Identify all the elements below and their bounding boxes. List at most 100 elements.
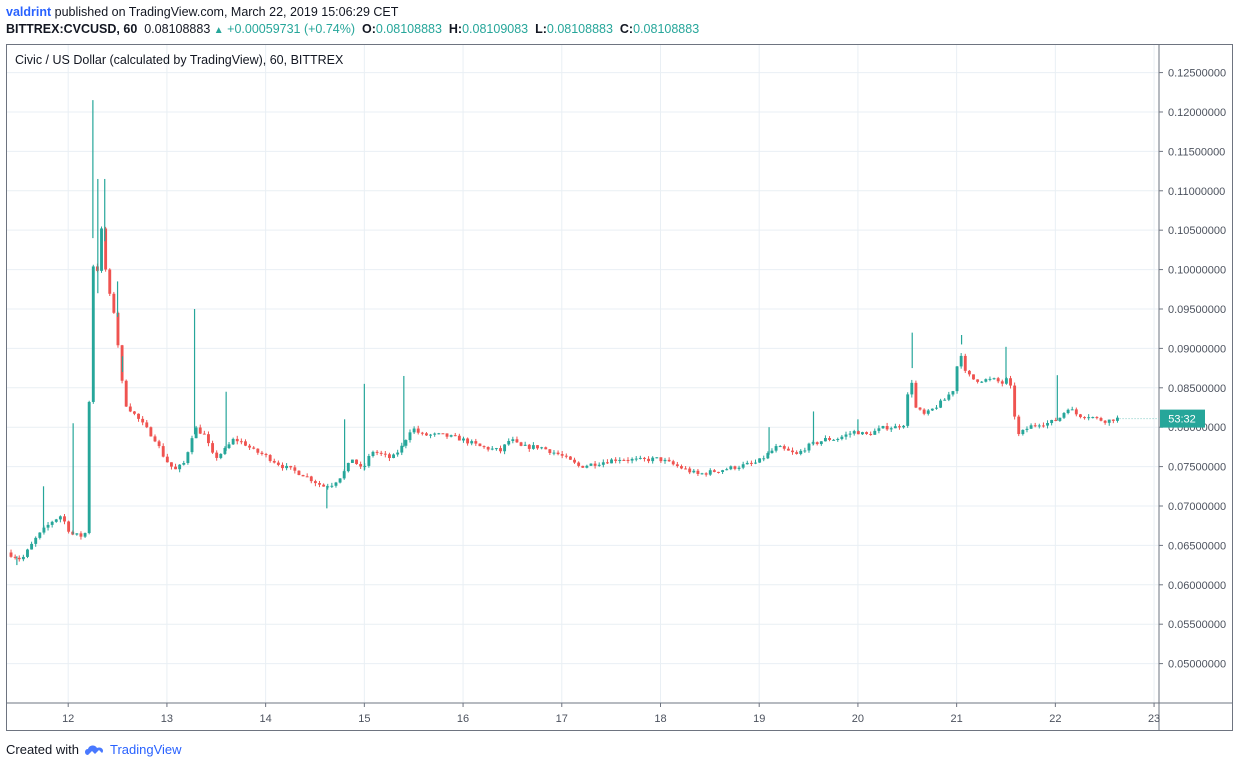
y-tick-label: 0.12000000: [1168, 107, 1226, 119]
candle-body: [511, 439, 515, 441]
candle-body: [807, 443, 811, 451]
candle-body: [568, 456, 572, 460]
candle-body: [342, 471, 346, 479]
candle-body: [54, 519, 58, 522]
candle-body: [1033, 425, 1037, 427]
candle-body: [141, 418, 145, 423]
candle-body: [486, 447, 490, 450]
candle-body: [980, 381, 984, 383]
candle-body: [186, 452, 190, 464]
candle-body: [885, 426, 889, 430]
candle-body: [58, 516, 62, 520]
y-tick-label: 0.11000000: [1168, 186, 1225, 198]
candle-body: [737, 467, 741, 469]
candle-body: [692, 470, 696, 473]
last-price: 0.08108883: [144, 22, 211, 36]
candle-body: [50, 521, 54, 525]
time-axis: 12 13 14 15 16 17 18 19 20 21 22 23: [7, 702, 1233, 725]
x-tick-label: 20: [852, 713, 864, 725]
candle-body: [906, 394, 910, 426]
candle-body: [614, 459, 618, 461]
candle-body: [647, 458, 651, 462]
author-link[interactable]: valdrint: [6, 5, 52, 19]
candle-body: [593, 463, 597, 466]
candle-body: [318, 483, 321, 485]
candle-body: [610, 459, 613, 464]
candle-body: [223, 448, 227, 454]
candle-body: [309, 476, 313, 482]
candle-body: [289, 465, 293, 468]
grid-lines: [7, 45, 1159, 703]
candle-body: [429, 434, 433, 436]
candle-body: [984, 379, 988, 382]
candle-body: [244, 441, 247, 446]
candle-body: [643, 457, 646, 459]
candle-body: [174, 466, 177, 470]
candle-body: [1079, 414, 1082, 418]
y-tick-label: 0.08500000: [1168, 383, 1226, 395]
candle-body: [861, 432, 864, 435]
candle-body: [104, 228, 108, 270]
y-tick-label: 0.09000000: [1168, 343, 1226, 355]
candle-body: [396, 452, 400, 455]
candle-body: [972, 374, 975, 380]
candle-body: [252, 447, 256, 449]
price-change: +0.00059731 (+0.74%): [227, 22, 356, 36]
candle-body: [988, 378, 992, 380]
candle-body: [1091, 417, 1095, 419]
candle-body: [1009, 378, 1012, 386]
candle-body: [902, 425, 906, 428]
candle-body: [963, 355, 967, 371]
candle-body: [527, 444, 531, 449]
candle-body: [346, 462, 350, 472]
candle-body: [700, 473, 704, 475]
candle-body: [198, 427, 202, 434]
up-arrow-icon: ▲: [213, 25, 224, 36]
candle-body: [1037, 425, 1041, 427]
candle-body: [211, 443, 215, 453]
candle-body: [1107, 419, 1111, 423]
tradingview-link[interactable]: TradingView: [83, 742, 182, 757]
candle-body: [281, 464, 284, 469]
candle-body: [836, 438, 840, 440]
x-tick-label: 16: [457, 713, 469, 725]
candle-body: [684, 468, 688, 470]
candle-body: [564, 455, 568, 457]
y-tick-label: 0.10000000: [1168, 265, 1226, 277]
candle-body: [437, 433, 441, 435]
candle-body: [21, 556, 25, 560]
candle-body: [708, 470, 712, 475]
candle-body: [494, 448, 498, 450]
candle-body: [519, 442, 523, 446]
candle-body: [215, 452, 219, 458]
candle-body: [1017, 416, 1021, 435]
candle-body: [552, 452, 556, 454]
candle-body: [605, 462, 609, 464]
candle-body: [1083, 417, 1086, 419]
candle-body: [38, 532, 42, 538]
candle-body: [663, 459, 667, 462]
candle-body: [935, 407, 938, 409]
candle-body: [116, 312, 120, 346]
candle-body: [1050, 419, 1054, 424]
candle-body: [433, 433, 437, 435]
candle-body: [939, 400, 943, 408]
candle-body: [46, 524, 50, 528]
candle-body: [688, 468, 692, 473]
candle-body: [947, 394, 951, 400]
candle-body: [856, 431, 860, 435]
candle-body: [918, 407, 922, 410]
candle-body: [404, 440, 408, 446]
candle-body: [462, 438, 465, 441]
candle-body: [651, 457, 655, 462]
candle-body: [272, 460, 276, 463]
x-tick-label: 13: [161, 713, 173, 725]
ohlc-info: BITTREX:CVCUSD, 60 0.08108883 ▲ +0.00059…: [6, 22, 699, 36]
candle-body: [758, 458, 762, 463]
candle-body: [762, 458, 766, 460]
y-tick-label: 0.09500000: [1168, 304, 1226, 316]
candle-body: [1074, 409, 1078, 415]
candle-body: [943, 399, 947, 401]
candle-body: [100, 228, 103, 271]
